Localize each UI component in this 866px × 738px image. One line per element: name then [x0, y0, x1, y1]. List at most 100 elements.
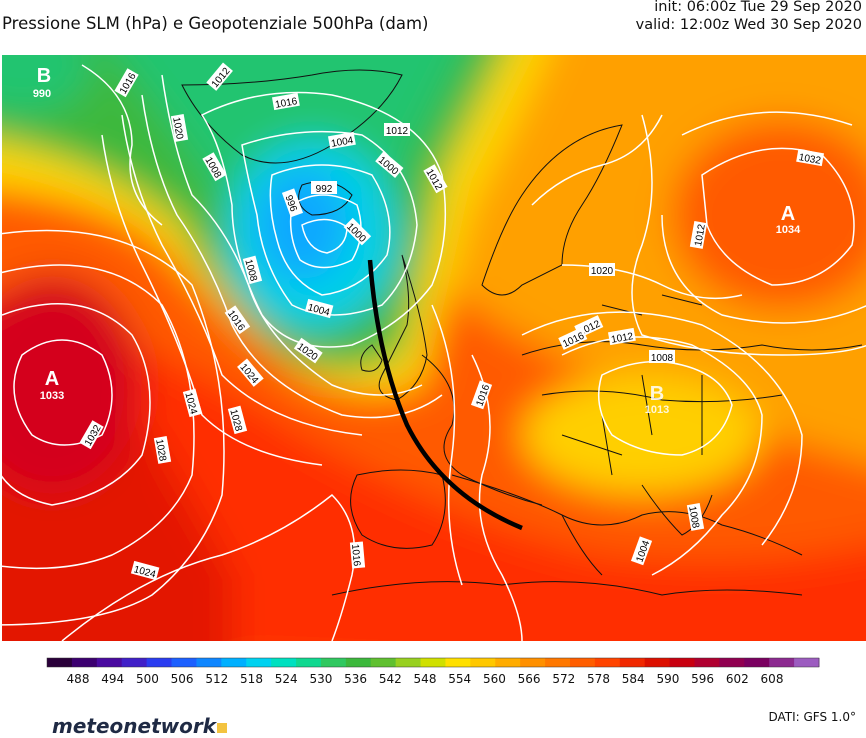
isobar-label: 1016	[271, 92, 300, 111]
isobars	[2, 64, 866, 641]
colorbar-swatch	[370, 658, 397, 667]
pressure-center-value: 1033	[40, 390, 64, 402]
colorbar-tick-label: 512	[205, 672, 228, 686]
colorbar-swatch	[669, 658, 695, 667]
colorbar-tick-label: 602	[726, 672, 749, 686]
colorbar-tick-label: 608	[761, 672, 784, 686]
colorbar-swatch	[495, 658, 521, 667]
pressure-center-low-west: B 990	[33, 65, 51, 100]
svg-text:1032: 1032	[798, 152, 822, 167]
colorbar-swatch	[171, 658, 197, 667]
colorbar-swatch	[569, 658, 596, 667]
isobar-label: 1008	[649, 350, 675, 364]
colorbar-swatch	[545, 658, 571, 667]
colorbar-swatch	[271, 658, 297, 667]
isobar-label: 1016	[349, 541, 366, 569]
svg-text:1028: 1028	[153, 438, 168, 462]
isobar-label: 1004	[327, 131, 356, 150]
colorbar-swatch	[445, 658, 471, 667]
pressure-center-value: 1034	[776, 224, 801, 236]
colorbar-swatch	[395, 658, 422, 667]
isobar-label: 1012	[607, 327, 636, 346]
isobar-label: 1012	[689, 220, 708, 249]
svg-text:1012: 1012	[610, 331, 634, 346]
colorbar-swatch	[794, 658, 820, 667]
pressure-center-letter: A	[781, 203, 795, 225]
svg-text:1016: 1016	[274, 96, 298, 111]
colorbar-swatch	[296, 658, 322, 667]
colorbar-swatch	[320, 658, 347, 667]
svg-text:1020: 1020	[170, 116, 185, 140]
colorbar-swatch	[470, 658, 496, 667]
colorbar-swatch	[644, 658, 671, 667]
isobar-labels: 1016102010121016101210081004100099699210…	[79, 62, 825, 581]
svg-text:1004: 1004	[330, 135, 354, 150]
colorbar-swatch	[520, 658, 546, 667]
data-source: DATI: GFS 1.0°	[768, 710, 856, 724]
colorbar-swatch	[345, 658, 372, 667]
pressure-center-value: 1013	[645, 404, 669, 416]
colorbar-swatch	[594, 658, 621, 667]
run-info: init: 06:00z Tue 29 Sep 2020 valid: 12:0…	[636, 0, 862, 34]
colorbar-swatch	[246, 658, 272, 667]
colorbar-frame	[46, 657, 820, 668]
svg-text:1012: 1012	[386, 126, 409, 137]
svg-text:1016: 1016	[349, 544, 362, 568]
pressure-center-letter: A	[45, 368, 59, 390]
pressure-center-letter: B	[37, 65, 51, 87]
colorbar-swatch	[719, 658, 745, 667]
colorbar-tick-label: 548	[414, 672, 437, 686]
colorbar-swatch	[196, 658, 222, 667]
isobar-label: 1020	[589, 263, 615, 277]
colorbar-tick-label: 578	[587, 672, 610, 686]
colorbar-swatch	[121, 658, 148, 667]
colorbar-tick-label: 572	[552, 672, 575, 686]
colorbar-ticks: 488 494 500 506 512 518 524 530 536 542 548 554 560 5…	[67, 672, 784, 686]
pressure-center-letter: B	[650, 383, 664, 405]
svg-text:1008: 1008	[651, 353, 674, 364]
colorbar-tick-label: 536	[344, 672, 367, 686]
weather-map: 1016102010121016101210081004100099699210…	[2, 55, 866, 641]
isobar-label: 1032	[796, 148, 825, 167]
colorbar-tick-label: 500	[136, 672, 159, 686]
colorbar-tick-label: 590	[656, 672, 679, 686]
meteonetwork-logo: meteonetwork	[52, 714, 228, 738]
coastlines	[181, 69, 863, 596]
svg-text:1008: 1008	[686, 505, 701, 529]
colorbar-swatch	[694, 658, 720, 667]
colorbar-tick-label: 542	[379, 672, 402, 686]
colorbar-swatch	[769, 658, 795, 667]
colorbar-tick-label: 518	[240, 672, 263, 686]
init-time: init: 06:00z Tue 29 Sep 2020	[654, 0, 862, 15]
colorbar-swatches	[46, 657, 820, 668]
pressure-center-low-balkans: B 1013	[645, 383, 669, 416]
colorbar-tick-label: 554	[448, 672, 471, 686]
pressure-center-high-russia: A 1034	[776, 203, 801, 236]
map-title: Pressione SLM (hPa) e Geopotenziale 500h…	[2, 14, 429, 33]
colorbar-tick-label: 584	[622, 672, 645, 686]
colorbar-tick-label: 524	[275, 672, 298, 686]
pressure-center-value: 990	[33, 88, 51, 100]
colorbar-swatch	[71, 658, 98, 667]
colorbar-tick-label: 530	[309, 672, 332, 686]
isobar-label: 992	[311, 181, 337, 195]
colorbar-tick-label: 494	[101, 672, 124, 686]
pressure-center-high-atlantic: A 1033	[40, 368, 64, 402]
colorbar-swatch	[221, 658, 247, 667]
colorbar: 488 494 500 506 512 518 524 530 536 542 548 554 560 5…	[46, 657, 820, 686]
colorbar-tick-label: 596	[691, 672, 714, 686]
colorbar-swatch	[420, 658, 446, 667]
front-line	[367, 259, 523, 531]
colorbar-swatch	[47, 658, 73, 667]
svg-text:992: 992	[316, 184, 333, 195]
isobar-label: 1020	[170, 113, 189, 142]
colorbar-swatch	[744, 658, 770, 667]
isobar-label: 1008	[686, 502, 705, 531]
colorbar-tick-label: 560	[483, 672, 506, 686]
colorbar-swatch	[146, 658, 173, 667]
colorbar-tick-label: 488	[67, 672, 90, 686]
svg-text:1012: 1012	[693, 223, 708, 247]
valid-time: valid: 12:00z Wed 30 Sep 2020	[635, 17, 862, 33]
colorbar-tick-label: 566	[518, 672, 541, 686]
colorbar-tick-label: 506	[171, 672, 194, 686]
